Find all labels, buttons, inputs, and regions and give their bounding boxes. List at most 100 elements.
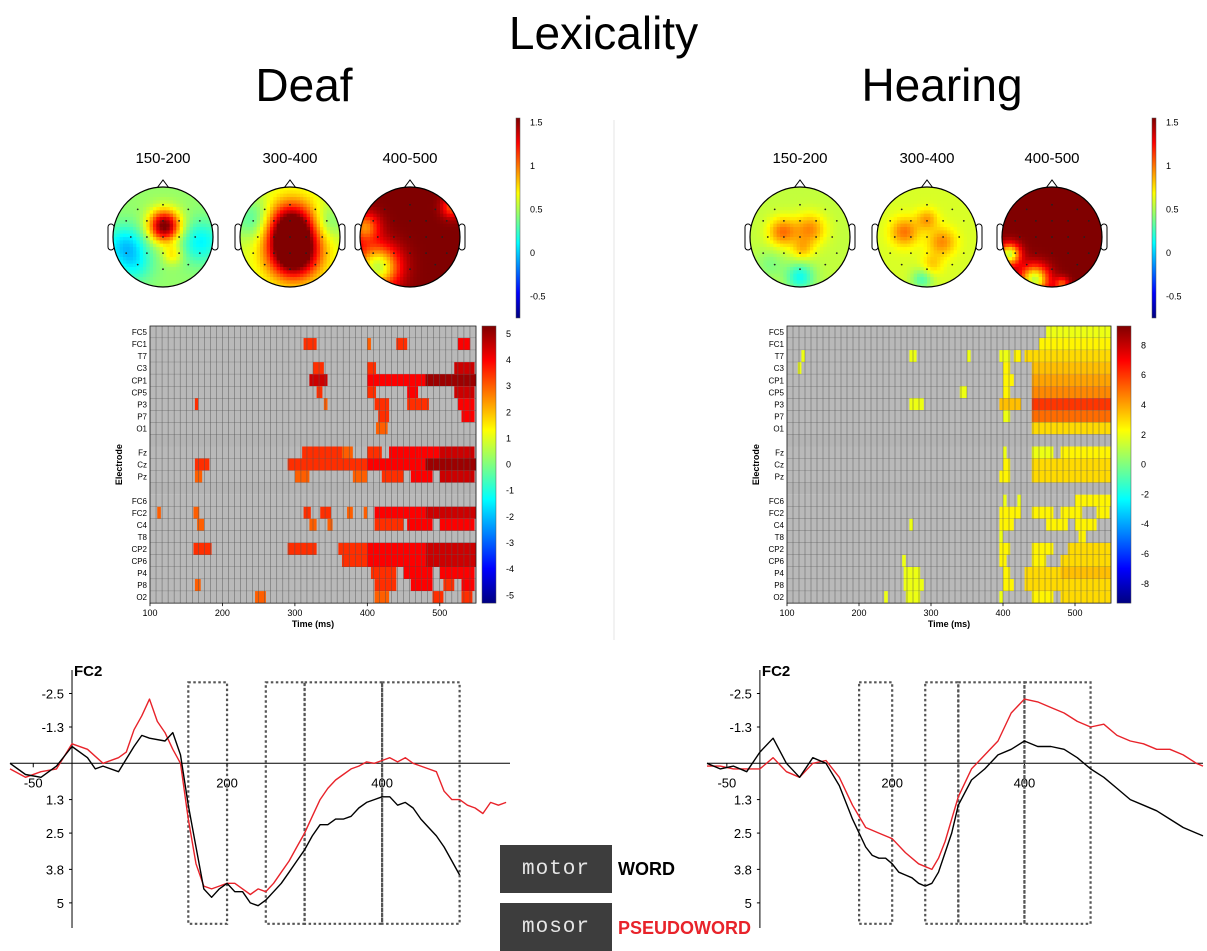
topomap-hearing-150-200-cell (770, 207, 774, 211)
topomap-hearing-300-400-cell (880, 227, 885, 231)
topomap-hearing-300-400-cell (917, 283, 921, 287)
topomap-deaf-300-400-cell (293, 190, 298, 195)
topomap-deaf-400-500-cell (413, 277, 418, 281)
topomap-hearing-300-400-cell (917, 187, 921, 191)
topomap-deaf-150-200-cell (193, 250, 197, 255)
topomap-hearing-400-500-cell (1048, 260, 1053, 265)
topomap-deaf-400-500-cell (426, 210, 431, 215)
topomap-hearing-300-400-electrode-dot (958, 236, 961, 238)
topomap-hearing-300-400-cell (927, 273, 931, 278)
topomap-deaf-400-500-cell (383, 267, 388, 271)
topomap-hearing-150-200-cell (816, 250, 821, 255)
topomap-deaf-150-200-electrode-dot (162, 268, 164, 271)
topomap-hearing-300-400-cell (933, 207, 938, 211)
topomap-hearing-400-500-cell (1032, 250, 1036, 255)
topomap-deaf-400-500-cell (450, 217, 454, 221)
topomap-hearing-150-200-cell (783, 200, 788, 205)
topomap-deaf-300-400-cell (273, 277, 278, 281)
topomap-deaf-300-400-cell (286, 187, 291, 191)
topomap-hearing-300-400-cell (933, 247, 938, 251)
topomap-hearing-400-500-cell (1042, 250, 1046, 255)
topomap-hearing-150-200-cell (820, 200, 824, 205)
topomap-deaf-150-200-cell (179, 190, 184, 195)
topomap-hearing-150-200-cell (820, 237, 824, 241)
topomap-deaf-400-500-cell (380, 207, 384, 211)
topomap-deaf-300-400-cell (240, 233, 244, 238)
topomap-hearing-400-500-cell (1048, 270, 1053, 275)
topomap-deaf-400-500-cell (376, 213, 381, 218)
raster-deaf-significant-cell (425, 506, 476, 519)
topomap-deaf-400-500-cell (403, 253, 408, 258)
topomap-hearing-150-200-cell (833, 203, 838, 208)
topomap-deaf-300-400-cell (240, 247, 244, 251)
topomap-hearing-400-500-cell (1028, 220, 1033, 225)
topomap-deaf-150-200-cell (176, 250, 181, 255)
topomap-deaf-150-200-cell (166, 197, 171, 201)
topomap-hearing-150-200-cell (776, 210, 781, 215)
topomap-hearing-150-200-cell (813, 247, 818, 251)
topomap-deaf-150-200-cell (159, 273, 164, 278)
topomap-deaf-400-500-cell (380, 217, 384, 221)
topomap-deaf-400-500-cell (440, 230, 444, 235)
topomap-deaf-400-500-cell (426, 190, 431, 195)
topomap-hearing-300-400-cell (897, 200, 901, 205)
topomap-deaf-150-200-electrode-dot (178, 236, 181, 238)
topomap-deaf-150-200-cell (199, 227, 204, 231)
topomap-hearing-150-200-electrode-dot (783, 252, 785, 255)
topomap-hearing-400-500-cell (1048, 240, 1053, 245)
topomap-deaf-300-400-cell (276, 223, 281, 228)
topomap-hearing-400-500-cell (1028, 207, 1033, 211)
topomap-hearing-400-500-cell (1045, 243, 1050, 248)
topomap-deaf-300-400-cell (280, 197, 284, 201)
topomap-hearing-400-500-cell (1055, 193, 1060, 198)
topomap-hearing-300-400-cell (903, 213, 908, 218)
topomap-deaf-400-500-cell (383, 247, 388, 251)
topomap-hearing-400-500-cell (1028, 273, 1033, 278)
topomap-hearing-400-500-cell (1042, 217, 1046, 221)
topomap-hearing-300-400-cell (923, 193, 928, 198)
raster-deaf-significant-cell (367, 554, 426, 567)
topomap-deaf-300-400-cell (310, 273, 314, 278)
topomap-deaf-400-500-cell (426, 280, 431, 285)
topomap-hearing-400-500-cell (1085, 257, 1090, 261)
topomap-hearing-400-500-cell (1015, 250, 1020, 255)
topomap-deaf-300-400-cell (266, 190, 271, 195)
topomap-hearing-400-500-cell (1052, 187, 1056, 191)
topomap-hearing-400-500-cell (1018, 247, 1023, 251)
topomap-deaf-150-200-cell (186, 200, 191, 205)
topomap-deaf-300-400-cell (293, 250, 298, 255)
topomap-hearing-300-400-cell (900, 193, 905, 198)
topomap-deaf-300-400-cell (306, 280, 311, 285)
raster-deaf-colorbar-tick-label: -4 (506, 564, 514, 574)
topomap-deaf-400-500-cell (406, 280, 411, 285)
topomap-deaf-300-400-cell (293, 237, 298, 241)
topomap-hearing-150-200-cell (823, 243, 828, 248)
topomap-hearing-150-200-cell (816, 197, 821, 201)
erp-deaf-x-tick-label: -50 (24, 775, 43, 790)
topomap-hearing-400-500-cell (1015, 220, 1020, 225)
topomap-hearing-300-400-cell (920, 210, 925, 215)
topomap-hearing-300-400-cell (913, 203, 918, 208)
topomap-hearing-400-500-cell (1018, 220, 1023, 225)
topomap-deaf-400-500-cell (370, 210, 374, 215)
topomap-hearing-400-500-cell (1012, 230, 1016, 235)
topomap-deaf-150-200-cell (179, 277, 184, 281)
topomap-hearing-400-500-cell (1055, 283, 1060, 287)
topomap-hearing-300-400-cell (947, 263, 951, 268)
topomap-hearing-300-400-cell (917, 197, 921, 201)
topomap-deaf-300-400-cell (286, 280, 291, 285)
topomap-hearing-300-400-cell (920, 247, 925, 251)
topomap-deaf-300-400-cell (270, 213, 274, 218)
topomap-hearing-300-400-cell (897, 227, 901, 231)
topomap-deaf-400-500-cell (363, 227, 368, 231)
topomap-hearing-150-200-cell (773, 233, 778, 238)
topomap-deaf-300-400-cell (303, 207, 308, 211)
topomap-hearing-400-500-cell (1058, 190, 1063, 195)
topomap-hearing-400-500-cell (1042, 210, 1046, 215)
topomap-hearing-300-400-cell (920, 283, 925, 287)
topomap-hearing-400-500-cell (1082, 267, 1086, 271)
topomap-deaf-300-400-cell (290, 280, 294, 285)
topomap-hearing-300-400-cell (933, 213, 938, 218)
topomap-hearing-300-400-cell (907, 263, 911, 268)
topomap-deaf-400-500-cell (416, 273, 421, 278)
